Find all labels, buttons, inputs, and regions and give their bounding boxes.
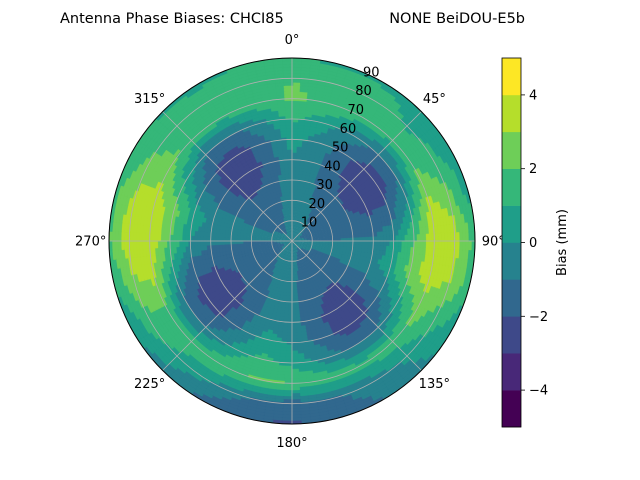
chart-title-left: Antenna Phase Biases: CHCI85 [60, 11, 284, 27]
polar-heatmap [109, 58, 475, 424]
chart-title-right: NONE BeiDOU-E5b [389, 11, 525, 27]
